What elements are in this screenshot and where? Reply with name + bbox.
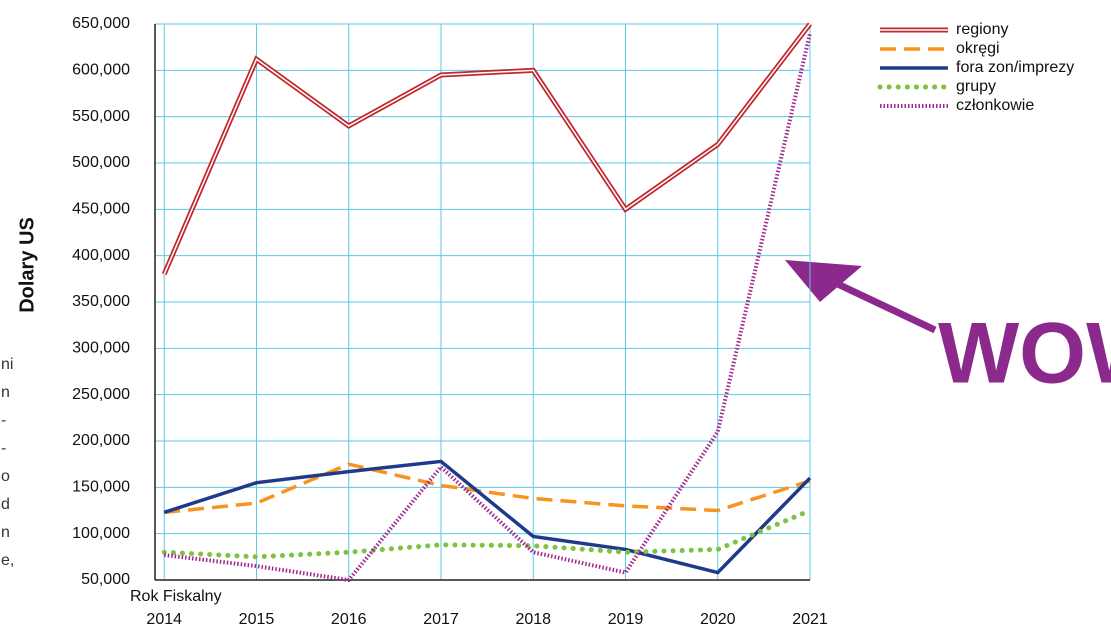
y-tick-label: 100,000	[72, 525, 130, 542]
y-tick-label: 650,000	[72, 15, 130, 32]
side-text: d	[1, 496, 10, 513]
y-tick-label: 350,000	[72, 293, 130, 310]
y-tick-label: 500,000	[72, 154, 130, 171]
side-text: n	[1, 524, 10, 541]
chart: Dolary US Rok Fiskalny WOW nin--odne,50,…	[0, 0, 1111, 633]
line	[164, 464, 810, 512]
x-tick-label: 2014	[146, 611, 182, 628]
line-outer	[164, 24, 810, 274]
legend-label: fora zon/imprezy	[956, 59, 1074, 76]
x-tick-label: 2018	[515, 611, 551, 628]
x-tick-label: 2020	[700, 611, 736, 628]
y-tick-label: 50,000	[81, 571, 130, 588]
x-axis-title: Rok Fiskalny	[130, 588, 222, 605]
side-text: n	[1, 384, 10, 401]
y-tick-label: 400,000	[72, 247, 130, 264]
side-text: -	[1, 440, 6, 457]
y-tick-label: 150,000	[72, 479, 130, 496]
x-tick-label: 2015	[239, 611, 275, 628]
y-tick-label: 200,000	[72, 432, 130, 449]
x-tick-label: 2016	[331, 611, 367, 628]
side-text: ni	[1, 356, 13, 373]
x-tick-label: 2017	[423, 611, 459, 628]
side-text: -	[1, 412, 6, 429]
y-tick-label: 250,000	[72, 386, 130, 403]
side-text: o	[1, 468, 10, 485]
y-tick-label: 600,000	[72, 62, 130, 79]
annotation: WOW	[938, 306, 1111, 402]
x-tick-label: 2021	[792, 611, 828, 628]
legend-label: okręgi	[956, 40, 1000, 57]
y-axis-title: Dolary US	[16, 217, 38, 313]
y-tick-label: 450,000	[72, 201, 130, 218]
x-tick-label: 2019	[608, 611, 644, 628]
line	[164, 461, 810, 572]
arrow-head	[785, 260, 862, 302]
y-tick-label: 300,000	[72, 340, 130, 357]
legend-label: członkowie	[956, 97, 1034, 114]
side-text: e,	[1, 552, 14, 569]
legend-label: regiony	[956, 21, 1008, 38]
y-tick-label: 550,000	[72, 108, 130, 125]
legend-label: grupy	[956, 78, 996, 95]
